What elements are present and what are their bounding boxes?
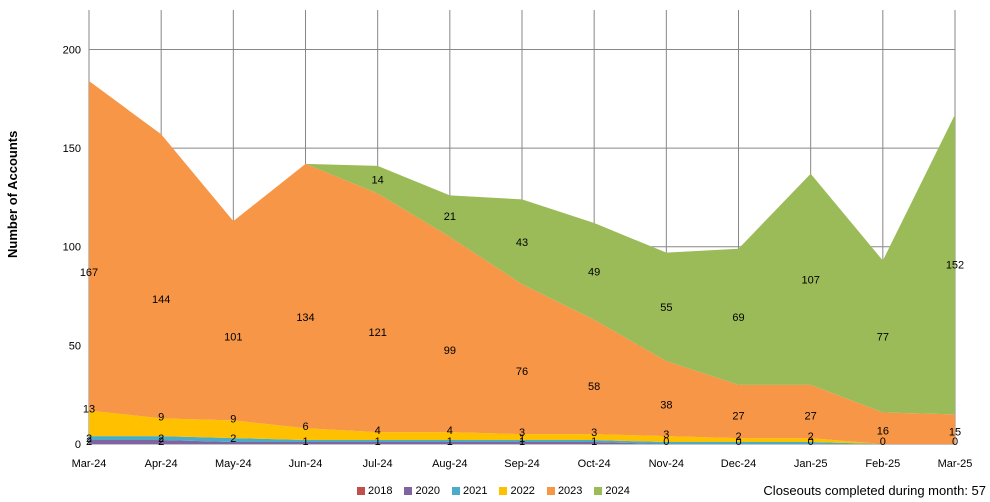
data-label: 1 (591, 436, 597, 448)
legend-swatch (546, 487, 555, 495)
data-label: 1 (447, 436, 453, 448)
legend-item-2018: 2018 (357, 485, 392, 497)
x-tick-label: Jul-24 (363, 458, 393, 470)
y-tick-label: 200 (63, 44, 81, 56)
data-label: 69 (732, 312, 744, 324)
data-label: 27 (732, 411, 744, 423)
data-label: 0 (952, 436, 958, 448)
x-tick-label: Jan-25 (794, 458, 828, 470)
legend-label: 2021 (462, 485, 488, 497)
y-tick-label: 150 (63, 143, 81, 155)
data-label: 55 (660, 302, 672, 314)
legend-swatch (451, 487, 460, 495)
legend-label: 2018 (368, 485, 393, 497)
legend-item-2023: 2023 (546, 485, 583, 497)
x-tick-label: Mar-24 (72, 458, 107, 470)
data-label: 1 (519, 433, 525, 445)
data-label: 2 (158, 433, 164, 445)
data-label: 107 (801, 274, 819, 286)
data-label: 76 (516, 366, 528, 378)
data-label: 14 (372, 175, 384, 187)
data-label: 4 (375, 425, 381, 437)
legend-swatch (404, 487, 413, 495)
legend-item-2022: 2022 (499, 485, 535, 497)
data-label: 152 (946, 259, 964, 271)
legend-item-2020: 2020 (404, 485, 440, 497)
data-label: 21 (444, 211, 456, 223)
data-label: 16 (877, 426, 889, 438)
legend-label: 2023 (557, 485, 583, 497)
legend-label: 2024 (605, 485, 630, 497)
x-tick-label: Feb-25 (865, 458, 900, 470)
closeouts-footnote: Closeouts completed during month: 57 (763, 483, 986, 498)
legend-label: 2022 (510, 485, 535, 497)
area-series-2022 (89, 410, 955, 444)
data-label: 77 (877, 331, 889, 343)
data-label: 9 (230, 413, 236, 425)
x-tick-label: Aug-24 (432, 458, 467, 470)
data-label: 0 (880, 436, 886, 448)
data-label: 9 (158, 411, 164, 423)
data-label: 134 (296, 312, 314, 324)
y-tick-label: 0 (75, 439, 81, 451)
data-label: 0 (808, 436, 814, 448)
data-label: 0 (663, 436, 669, 448)
area-series-2024 (89, 81, 955, 415)
data-label: 27 (805, 411, 817, 423)
y-tick-label: 50 (69, 340, 81, 352)
data-label: 15 (949, 427, 961, 439)
x-tick-label: Sep-24 (504, 458, 539, 470)
data-label: 144 (152, 294, 170, 306)
data-label: 101 (224, 332, 242, 344)
legend-swatch (499, 487, 508, 495)
x-tick-label: Jun-24 (289, 458, 323, 470)
data-label: 43 (516, 237, 528, 249)
y-axis-title: Number of Accounts (5, 130, 20, 258)
data-label: 2 (86, 436, 92, 448)
x-tick-label: Oct-24 (578, 458, 611, 470)
data-label: 6 (302, 421, 308, 433)
data-label: 2 (735, 431, 741, 443)
x-tick-label: Mar-25 (938, 458, 973, 470)
data-label: 0 (735, 436, 741, 448)
legend: 2018 2020 2021 2022 2023 2024 (357, 485, 630, 497)
data-label: 2 (158, 436, 164, 448)
data-label: 1 (302, 436, 308, 448)
data-label: 58 (588, 381, 600, 393)
data-label: 1 (375, 436, 381, 448)
x-tick-label: May-24 (215, 458, 252, 470)
x-tick-label: Nov-24 (649, 458, 684, 470)
data-label: 2 (86, 433, 92, 445)
legend-item-2021: 2021 (451, 485, 488, 497)
data-label: 99 (444, 345, 456, 357)
data-label: 3 (663, 429, 669, 441)
data-label: 49 (588, 266, 600, 278)
legend-label: 2020 (415, 485, 440, 497)
data-label: 2 (808, 431, 814, 443)
data-label: 3 (519, 427, 525, 439)
data-label: 1 (519, 436, 525, 448)
y-tick-label: 100 (63, 242, 81, 254)
data-label: 167 (80, 267, 98, 279)
area-series-2023 (89, 81, 955, 444)
legend-swatch (357, 487, 365, 495)
data-label: 3 (591, 427, 597, 439)
data-label: 121 (368, 327, 386, 339)
x-tick-label: Dec-24 (721, 458, 756, 470)
data-label: 13 (83, 403, 95, 415)
data-label: 2 (230, 433, 236, 445)
legend-item-2024: 2024 (594, 485, 630, 497)
data-label: 4 (447, 425, 453, 437)
data-label: 38 (660, 400, 672, 412)
x-tick-label: Apr-24 (145, 458, 178, 470)
legend-swatch (594, 487, 603, 495)
